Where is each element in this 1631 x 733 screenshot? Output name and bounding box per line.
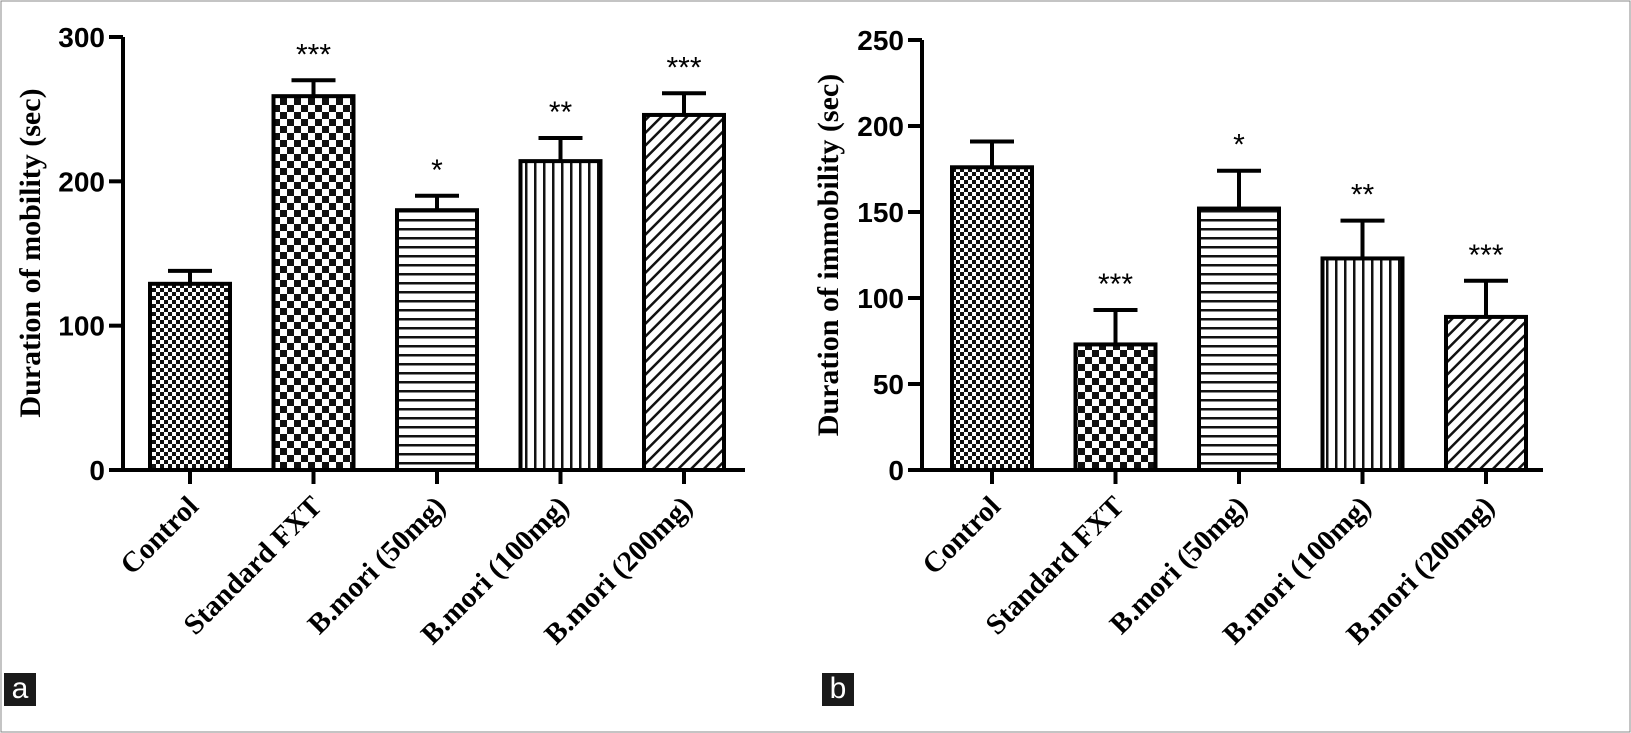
panel-a-bar <box>642 112 726 472</box>
panel-a-significance-label: * <box>431 154 443 187</box>
panel-b-letter-badge <box>822 673 854 706</box>
panel-b-y-tick-label: 150 <box>857 197 904 228</box>
panel-b-significance-label: *** <box>1098 268 1133 301</box>
panel-a-letter: a <box>12 672 29 705</box>
panel-a-y-axis-label: Duration of mobility (sec) <box>14 88 47 417</box>
panel-b-y-tick-label: 100 <box>857 283 904 314</box>
panel-a-y-tick-label: 100 <box>58 311 105 342</box>
panel-b-bar <box>950 165 1034 472</box>
panel-b-letter: b <box>830 672 847 705</box>
panel-b-bar <box>1197 206 1281 472</box>
panel-a-y-tick-label: 300 <box>58 22 105 53</box>
panel-a-bar <box>395 208 479 472</box>
panel-b-significance-label: ** <box>1351 179 1375 212</box>
panel-a-y-tick-label: 0 <box>89 455 105 486</box>
panel-b-bar <box>1320 256 1405 472</box>
panel-b-bar <box>1444 314 1528 473</box>
panel-b-y-tick-label: 0 <box>888 455 904 486</box>
panel-b-significance-label: * <box>1233 129 1245 162</box>
panel-b-y-axis-label: Duration of immobility (sec) <box>812 74 845 436</box>
panel-b-y-tick-label: 50 <box>873 369 904 400</box>
panel-b-category-label: Control <box>916 490 1007 581</box>
panel-a-significance-label: *** <box>296 38 331 71</box>
panel-b-bar <box>1073 342 1158 472</box>
panel-a-bar <box>148 281 232 472</box>
panel-a-category-label: Control <box>114 490 205 581</box>
panel-b-significance-label: *** <box>1468 239 1503 272</box>
panel-b-y-tick-label: 250 <box>857 25 904 56</box>
panel-a-y-tick-label: 200 <box>58 166 105 197</box>
panel-a-bar <box>271 94 356 472</box>
panel-b-y-tick-label: 200 <box>857 111 904 142</box>
panel-a-letter-badge <box>4 673 36 706</box>
panel-a-bar <box>518 159 603 472</box>
panel-a-significance-label: ** <box>549 96 573 129</box>
panel-a-significance-label: *** <box>666 51 701 84</box>
